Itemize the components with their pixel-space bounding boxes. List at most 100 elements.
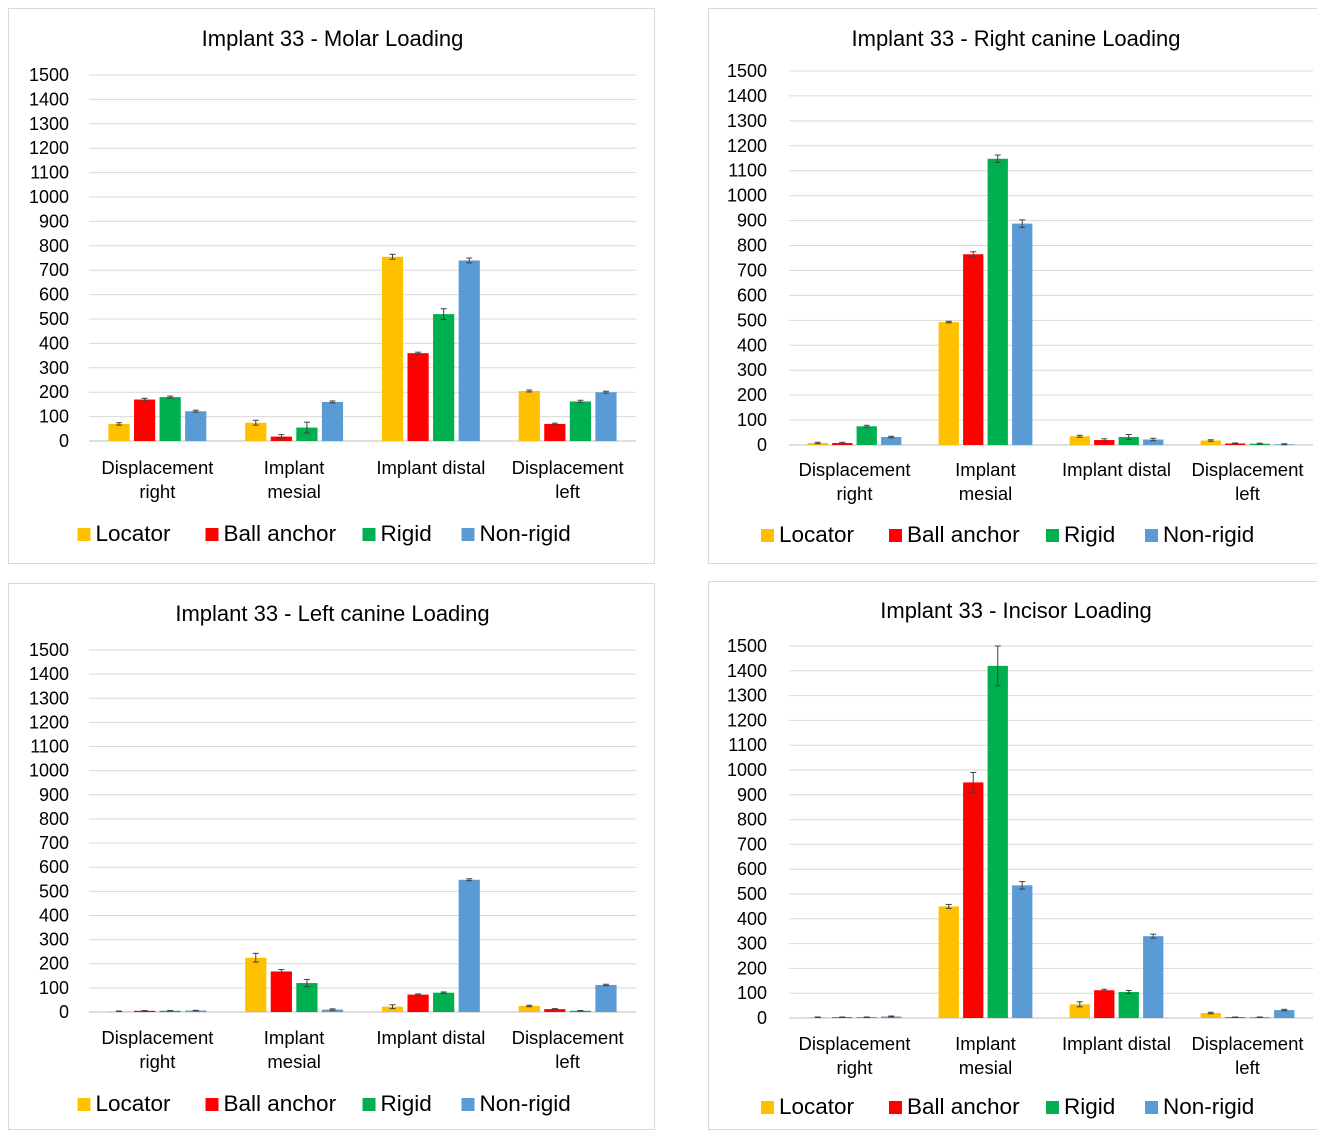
legend-swatch [461,1098,475,1111]
category-label: right [837,1057,873,1078]
y-tick-label: 400 [39,333,69,353]
y-tick-label: 300 [39,358,69,378]
y-tick-label: 1500 [29,65,69,85]
legend-swatch [761,529,774,542]
y-tick-label: 1200 [29,138,69,158]
y-tick-label: 1400 [727,86,767,106]
legend-swatch [1145,1101,1158,1114]
y-tick-label: 300 [39,930,69,950]
legend-label: Ball anchor [224,1091,337,1116]
y-tick-label: 200 [737,385,767,405]
bar [963,782,984,1018]
bar [1094,440,1115,445]
bar [1118,437,1139,445]
chart-panel-right-canine: Implant 33 - Right canine Loading 0 100 200… [708,8,1317,564]
category-label: Implant distal [376,1027,485,1048]
bar [1143,439,1164,445]
bar [321,401,344,441]
category-label: Implant distal [1062,1033,1171,1054]
chart-panel-molar: Implant 33 - Molar Loading 0 100 200 300 400 5… [8,8,655,564]
bar [1274,1010,1295,1018]
bar [544,423,566,441]
category-label: Implant distal [376,457,485,478]
category-label: Displacement [798,459,910,480]
legend-swatch [1145,529,1158,542]
y-tick-label: 500 [737,310,767,330]
bar [938,322,959,445]
category-label: mesial [959,1057,1012,1078]
y-tick-label: 1100 [30,737,69,757]
bar [595,392,617,441]
y-tick-label: 0 [59,431,69,451]
bar [133,399,156,441]
y-tick-label: 300 [737,934,767,954]
y-tick-label: 700 [737,834,767,854]
bar [381,1006,404,1012]
category-label: right [139,1051,175,1072]
y-tick-label: 0 [757,435,767,455]
chart-title: Implant 33 - Left canine Loading [175,601,489,626]
bar [987,158,1008,446]
category-label: Displacement [1191,1033,1303,1054]
y-tick-label: 1000 [727,186,767,206]
bar [1118,991,1139,1018]
bar [407,994,429,1012]
y-tick-label: 1100 [728,735,767,755]
legend-label: Rigid [1064,1094,1115,1119]
y-tick-label: 100 [39,407,69,427]
bar [1094,990,1115,1018]
bar [518,1005,540,1012]
legend-label: Rigid [1064,522,1115,547]
y-tick-label: 700 [39,260,69,280]
legend-swatch [461,528,475,541]
legend-swatch [362,1098,376,1111]
category-label: right [139,481,175,502]
y-tick-label: 1200 [727,710,767,730]
bar [1143,936,1164,1018]
category-label: Implant [955,1033,1016,1054]
legend-swatch [1046,1101,1059,1114]
category-label: mesial [959,483,1012,504]
y-tick-label: 800 [737,236,767,256]
category-label: Displacement [512,457,624,478]
legend-label: Ball anchor [907,522,1020,547]
chart-svg-incisor: Implant 33 - Incisor Loading 0 100 200 300 40… [727,598,1313,1119]
y-tick-label: 400 [737,335,767,355]
chart-svg-molar: Implant 33 - Molar Loading 0 100 200 300 400 5… [29,26,636,546]
legend-swatch [77,528,91,541]
category-label: Implant [264,1027,325,1048]
legend-swatch [77,1098,91,1111]
bar [270,971,292,1012]
legend-label: Rigid [381,1091,432,1116]
category-label: left [1235,1057,1260,1078]
y-tick-label: 0 [59,1002,69,1022]
y-tick-label: 700 [39,833,69,853]
bar [1069,436,1090,445]
bar [569,401,592,441]
legend-label: Non-rigid [1163,1094,1254,1119]
bar [458,260,480,441]
chart-svg-right-canine: Implant 33 - Right canine Loading 0 100 200… [727,26,1313,547]
legend-label: Ball anchor [907,1094,1020,1119]
legend-label: Locator [779,522,855,547]
y-tick-label: 1000 [29,187,69,207]
chart-panel-left-canine: Implant 33 - Left canine Loading 0 100 200 3… [8,583,655,1130]
bar [963,254,984,445]
y-tick-label: 500 [39,309,69,329]
y-tick-label: 1500 [727,61,767,81]
y-tick-label: 1300 [727,686,767,706]
legend-swatch [362,528,376,541]
y-tick-label: 800 [39,236,69,256]
y-tick-label: 400 [737,909,767,929]
bar [518,390,540,441]
category-label: mesial [267,481,320,502]
y-tick-label: 600 [737,859,767,879]
bar [1012,885,1033,1018]
bar [458,879,480,1012]
y-tick-label: 200 [39,954,69,974]
y-tick-label: 1300 [29,114,69,134]
bar [296,427,318,441]
category-label: mesial [267,1051,320,1072]
legend-label: Non-rigid [480,521,571,546]
y-tick-label: 1400 [29,89,69,109]
